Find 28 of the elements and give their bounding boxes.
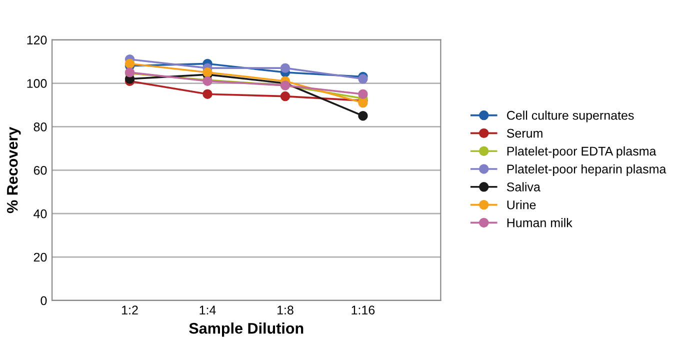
x-tick-label: 1:16 xyxy=(352,306,375,315)
y-axis-title: % Recovery xyxy=(6,126,21,214)
legend-label: Saliva xyxy=(506,182,540,192)
legend-label: Cell culture supernates xyxy=(507,110,634,122)
x-tick-label: 1:2 xyxy=(122,306,138,314)
point xyxy=(358,89,368,99)
point xyxy=(280,63,290,73)
point xyxy=(358,74,368,84)
x-tick-label: 1:8 xyxy=(278,306,294,315)
y-tick-label: 20 xyxy=(34,252,47,262)
y-tick-label: 40 xyxy=(34,209,47,218)
y-tick-label: 120 xyxy=(27,36,47,44)
x-tick-label: 1:4 xyxy=(200,306,216,314)
point xyxy=(202,89,212,99)
y-tick-label: 60 xyxy=(34,166,47,175)
point xyxy=(280,91,290,102)
point xyxy=(358,98,368,108)
legend-label: Platelet-poor EDTA plasma xyxy=(507,146,656,158)
legend-label: Serum xyxy=(506,128,542,138)
legend-label: Human milk xyxy=(507,218,572,228)
y-tick-label: 0 xyxy=(40,296,47,306)
y-tick-label: 100 xyxy=(27,79,47,88)
legend-label: Urine xyxy=(507,200,536,210)
point xyxy=(358,110,368,121)
y-tick-label: 80 xyxy=(34,122,47,132)
point xyxy=(124,58,135,69)
legend-label: Platelet-poor heparin plasma xyxy=(507,164,666,176)
x-axis-title: Sample Dilution xyxy=(189,322,304,337)
